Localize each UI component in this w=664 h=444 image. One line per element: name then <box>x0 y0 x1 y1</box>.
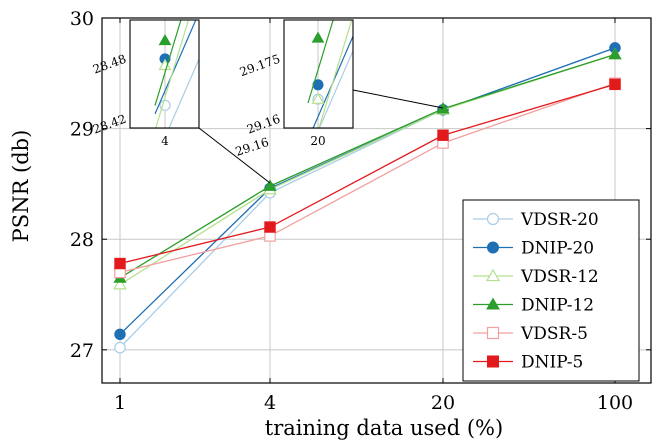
plot-border <box>101 17 652 384</box>
plot-frame <box>101 17 652 384</box>
legend-label-dnip-5: DNIP-5 <box>521 353 583 373</box>
legend-marker-dnip-5 <box>487 355 499 368</box>
inset-border <box>283 19 354 129</box>
x-tick-label: 1 <box>114 392 126 414</box>
legend-marker-vdsr-5 <box>486 326 500 340</box>
inset-line-vdsr-20 <box>168 57 199 128</box>
series-line-dnip-5 <box>119 83 616 265</box>
inset-connector <box>352 89 444 109</box>
inset-line-dnip-12 <box>154 20 182 106</box>
point-dnip-12-100 <box>608 47 622 60</box>
inset-line-vdsr-12 <box>155 20 190 128</box>
point-dnip-5-20 <box>437 129 449 141</box>
inset-border <box>129 19 200 129</box>
y-tick-label: 30 <box>70 8 94 30</box>
connector-annotation: 29.16 <box>234 135 271 159</box>
inset-y-label-bottom: 28.42 <box>91 112 128 137</box>
series-line-vdsr-5 <box>119 82 616 274</box>
y-axis-title: PSNR (db) <box>9 130 33 243</box>
series-lines <box>113 42 622 354</box>
point-vdsr-12-1 <box>113 277 127 290</box>
point-vdsr-20-1 <box>114 341 126 354</box>
legend-label-vdsr-20: VDSR-20 <box>520 210 599 230</box>
inset-y-label-top: 29.175 <box>238 52 282 80</box>
point-dnip-5-100 <box>609 78 621 91</box>
point-dnip-12-4 <box>263 179 277 191</box>
inset-x-label: 4 <box>161 134 169 148</box>
series-line-dnip-12 <box>119 53 616 279</box>
legend-marker-dnip-20 <box>487 241 499 254</box>
legend-label-dnip-20: DNIP-20 <box>521 239 594 259</box>
inset-connector <box>198 127 271 184</box>
legend-marker-dnip-12 <box>486 297 500 310</box>
inset-plot-area <box>154 20 199 128</box>
inset-x-label: 20 <box>310 134 325 148</box>
inset-y-label-bottom: 29.16 <box>245 112 282 137</box>
axis-ticks: 27 28 29 30 1 4 20 100 <box>70 8 651 414</box>
legend-label-vdsr-5: VDSR-5 <box>520 324 588 344</box>
x-tick-label: 20 <box>431 392 455 414</box>
inset-point-vdsr-12 <box>311 92 325 104</box>
x-tick-label: 100 <box>597 392 633 414</box>
legend-box <box>462 199 640 382</box>
x-axis-title: training data used (%) <box>265 416 503 440</box>
x-tick-label: 4 <box>264 392 276 414</box>
y-tick-label: 28 <box>70 229 94 251</box>
point-dnip-5-1 <box>114 257 126 270</box>
legend: VDSR-20 DNIP-20 VDSR-12 DNIP-12 VDSR-5 DNIP-5 <box>462 199 640 382</box>
inset-y-label-top: 28.48 <box>91 52 128 77</box>
inset-point-dnip-12 <box>158 34 172 46</box>
inset-line-vdsr-12 <box>318 20 353 128</box>
legend-marker-vdsr-12 <box>485 268 501 282</box>
inset-line-dnip-20 <box>154 20 197 115</box>
y-tick-label: 27 <box>70 340 94 362</box>
legend-label-vdsr-12: VDSR-12 <box>520 267 599 287</box>
inset-plot-area <box>307 20 353 128</box>
point-dnip-5-4 <box>264 221 276 233</box>
inset-line-vdsr-20 <box>318 49 353 128</box>
y-tick-label: 29 <box>70 119 94 141</box>
legend-marker-vdsr-20 <box>486 212 500 226</box>
legend-label-dnip-12: DNIP-12 <box>521 296 594 316</box>
inset-point-dnip-12 <box>311 31 325 43</box>
inset-20: 20 29.175 29.16 <box>238 19 444 148</box>
inset-point-vdsr-20 <box>159 99 171 111</box>
point-dnip-20-1 <box>114 328 126 341</box>
